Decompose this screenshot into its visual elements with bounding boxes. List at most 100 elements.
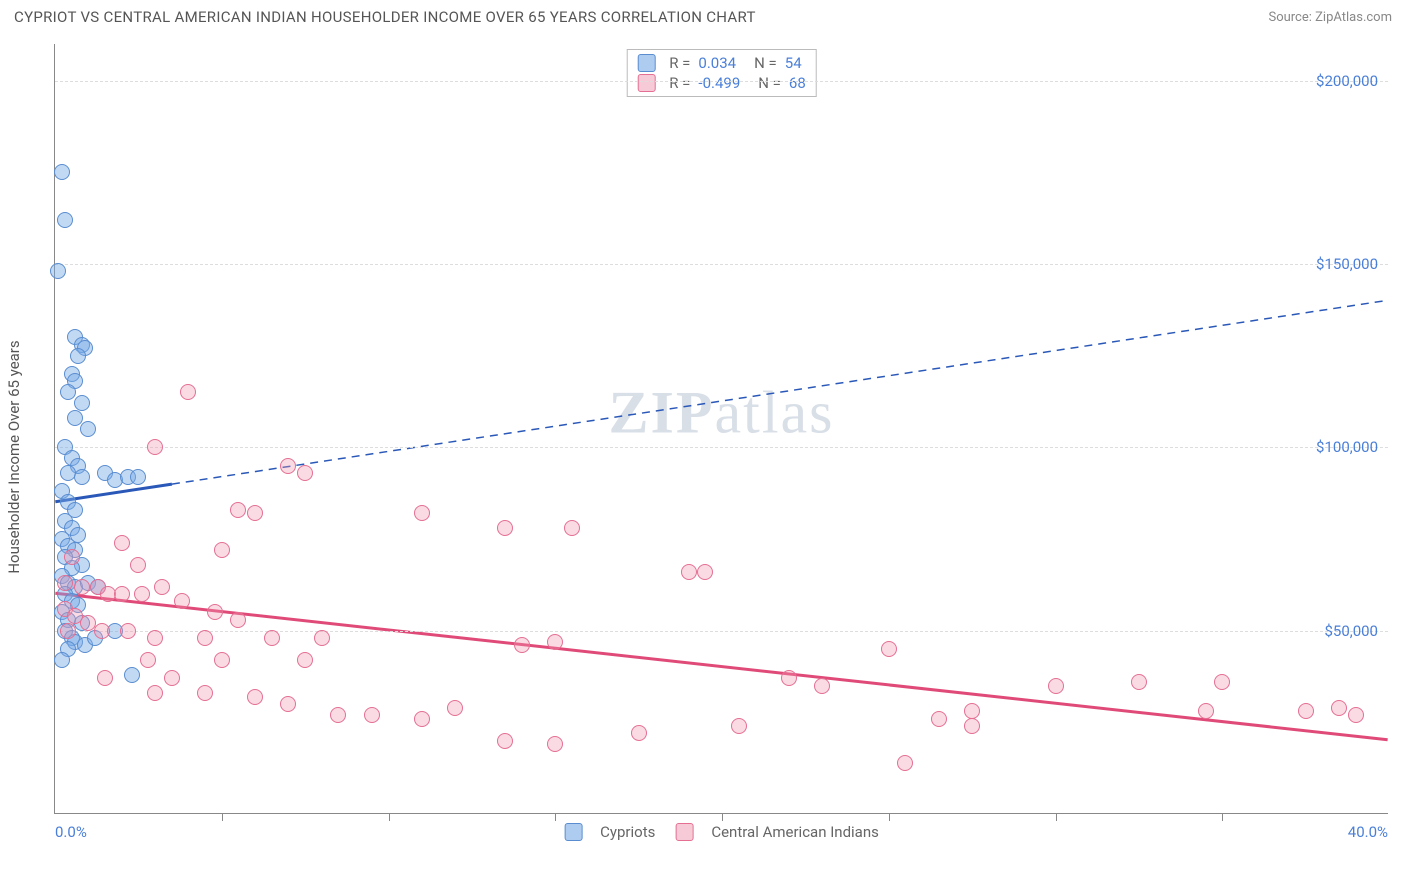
data-point-cai (214, 542, 230, 558)
data-point-cai (64, 549, 80, 565)
data-point-cai (114, 586, 130, 602)
y-tick-label: $150,000 (1316, 255, 1378, 273)
corr-N-value-cai: 68 (789, 74, 806, 92)
corr-N-label: N = (754, 54, 777, 72)
data-point-cypriots (54, 164, 70, 180)
data-point-cai (414, 711, 430, 727)
data-point-cai (964, 718, 980, 734)
chart-header: CYPRIOT VS CENTRAL AMERICAN INDIAN HOUSE… (0, 0, 1406, 32)
data-point-cai (447, 700, 463, 716)
data-point-cypriots (80, 421, 96, 437)
data-point-cai (497, 733, 513, 749)
data-point-cai (57, 575, 73, 591)
x-axis-max-label: 40.0% (1348, 823, 1388, 841)
correlation-legend: R =0.034N =54R =-0.499N =68 (626, 49, 817, 97)
data-point-cai (247, 689, 263, 705)
x-tick (1222, 813, 1223, 821)
data-point-cai (297, 652, 313, 668)
trend-solid-cai (55, 593, 1387, 739)
data-point-cai (197, 685, 213, 701)
data-point-cai (147, 685, 163, 701)
chart-title: CYPRIOT VS CENTRAL AMERICAN INDIAN HOUSE… (14, 8, 756, 26)
gridline-h (55, 447, 1388, 448)
data-point-cai (731, 718, 747, 734)
data-point-cai (280, 696, 296, 712)
trend-dash-cypriots (172, 300, 1388, 484)
gridline-h (55, 81, 1388, 82)
legend-label-cai: Central American Indians (711, 823, 879, 841)
data-point-cai (147, 630, 163, 646)
data-point-cai (1331, 700, 1347, 716)
data-point-cai (681, 564, 697, 580)
x-tick (1056, 813, 1057, 821)
data-point-cai (1298, 703, 1314, 719)
data-point-cai (134, 586, 150, 602)
gridline-h (55, 631, 1388, 632)
data-point-cai (1048, 678, 1064, 694)
data-point-cypriots (67, 410, 83, 426)
data-point-cai (364, 707, 380, 723)
plot-area: ZIPatlas R =0.034N =54R =-0.499N =68 0.0… (54, 44, 1388, 814)
x-axis-min-label: 0.0% (55, 823, 87, 841)
legend-item-cypriots: Cypriots (564, 823, 655, 841)
watermark-atlas: atlas (715, 380, 835, 446)
x-tick (555, 813, 556, 821)
data-point-cai (130, 557, 146, 573)
data-point-cypriots (60, 384, 76, 400)
source-name: ZipAtlas.com (1315, 10, 1392, 25)
watermark: ZIPatlas (609, 379, 835, 448)
data-point-cai (174, 593, 190, 609)
data-point-cai (1214, 674, 1230, 690)
source-prefix: Source: (1268, 10, 1315, 25)
data-point-cai (931, 711, 947, 727)
data-point-cai (230, 612, 246, 628)
data-point-cypriots (57, 212, 73, 228)
swatch-cypriots (637, 54, 655, 72)
swatch-cai (637, 74, 655, 92)
corr-R-value-cai: -0.499 (698, 74, 740, 92)
y-axis-label: Householder Income Over 65 years (5, 340, 23, 573)
x-tick (222, 813, 223, 821)
data-point-cai (140, 652, 156, 668)
data-point-cai (1348, 707, 1364, 723)
data-point-cai (60, 623, 76, 639)
corr-N-label: N = (758, 74, 781, 92)
data-point-cai (314, 630, 330, 646)
data-point-cypriots (130, 469, 146, 485)
gridline-h (55, 264, 1388, 265)
data-point-cai (207, 604, 223, 620)
data-point-cai (881, 641, 897, 657)
corr-row-cai: R =-0.499N =68 (637, 74, 806, 92)
data-point-cai (280, 458, 296, 474)
legend-item-cai: Central American Indians (675, 823, 879, 841)
data-point-cypriots (74, 469, 90, 485)
data-point-cypriots (70, 348, 86, 364)
data-point-cai (154, 579, 170, 595)
data-point-cai (697, 564, 713, 580)
data-point-cai (120, 623, 136, 639)
data-point-cai (897, 755, 913, 771)
data-point-cai (1131, 674, 1147, 690)
data-point-cai (114, 535, 130, 551)
legend-label-cypriots: Cypriots (600, 823, 655, 841)
y-tick-label: $200,000 (1316, 72, 1378, 90)
data-point-cai (214, 652, 230, 668)
data-point-cai (814, 678, 830, 694)
data-point-cai (97, 670, 113, 686)
x-tick (722, 813, 723, 821)
data-point-cai (547, 634, 563, 650)
data-point-cypriots (54, 652, 70, 668)
data-point-cai (230, 502, 246, 518)
data-point-cai (164, 670, 180, 686)
data-point-cai (564, 520, 580, 536)
x-tick (389, 813, 390, 821)
data-point-cypriots (74, 395, 90, 411)
data-point-cypriots (50, 263, 66, 279)
data-point-cai (547, 736, 563, 752)
data-point-cai (414, 505, 430, 521)
chart-source: Source: ZipAtlas.com (1268, 10, 1392, 25)
data-point-cai (264, 630, 280, 646)
data-point-cai (330, 707, 346, 723)
data-point-cai (94, 623, 110, 639)
y-tick-label: $100,000 (1316, 438, 1378, 456)
